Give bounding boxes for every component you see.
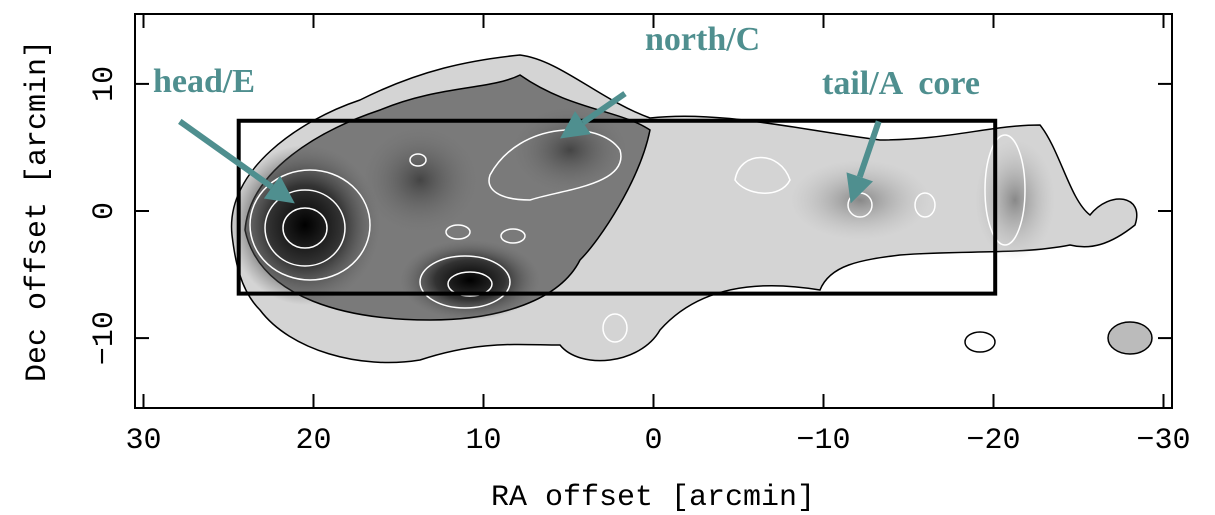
x-tick-label: 0 bbox=[644, 424, 662, 458]
intensity-map bbox=[230, 55, 1152, 363]
y-axis-title: Dec offset [arcmin] bbox=[21, 40, 55, 382]
y-tick-label: 10 bbox=[88, 66, 122, 102]
y-tick-label: 0 bbox=[88, 202, 122, 220]
chart: RA offset [arcmin] Dec offset [arcmin] 3… bbox=[0, 0, 1215, 515]
annotation-label: north/C bbox=[645, 21, 760, 58]
annotation-label: tail/A core bbox=[822, 65, 980, 102]
annotation-arrow bbox=[180, 121, 272, 187]
x-tick-label: −10 bbox=[796, 424, 850, 458]
x-tick-label: 20 bbox=[295, 424, 331, 458]
x-tick-label: 10 bbox=[465, 424, 501, 458]
x-tick-label: −30 bbox=[1136, 424, 1190, 458]
annotation-label: head/E bbox=[153, 63, 255, 100]
y-tick-label: −10 bbox=[88, 311, 122, 365]
x-tick-label: −20 bbox=[966, 424, 1020, 458]
x-tick-label: 30 bbox=[125, 424, 161, 458]
x-axis-title: RA offset [arcmin] bbox=[491, 481, 815, 515]
